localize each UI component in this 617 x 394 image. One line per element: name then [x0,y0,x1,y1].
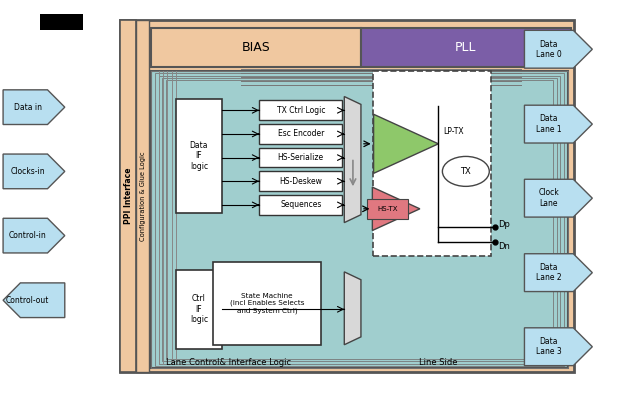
Text: BIAS: BIAS [242,41,270,54]
Text: Configuration & Glue Logic: Configuration & Glue Logic [139,151,146,241]
Bar [151,71,568,368]
Text: Data
Lane 3: Data Lane 3 [536,337,561,357]
Bar [361,28,571,67]
Text: HS-Deskew: HS-Deskew [280,177,322,186]
Bar [259,171,342,191]
Polygon shape [3,154,65,189]
Text: Data
Lane 2: Data Lane 2 [536,263,561,282]
Text: TX Ctrl Logic: TX Ctrl Logic [276,106,325,115]
Polygon shape [3,218,65,253]
Bar [373,71,491,256]
Polygon shape [524,254,592,292]
Text: Sequences: Sequences [280,201,321,209]
Text: Line Side: Line Side [419,358,457,367]
Bar [166,80,553,359]
Bar [136,20,149,372]
Circle shape [442,156,489,186]
Polygon shape [524,30,592,68]
Bar [213,262,321,345]
Text: Ctrl
IF
logic: Ctrl IF logic [190,294,208,324]
Text: Lane Control& Interface Logic: Lane Control& Interface Logic [166,358,291,367]
Polygon shape [344,272,361,345]
Text: Data
IF
logic: Data IF logic [190,141,208,171]
Text: State Machine
(incl Enables Selects
and System Ctrl): State Machine (incl Enables Selects and … [230,293,304,314]
Text: Esc Encoder: Esc Encoder [278,130,324,138]
Bar [259,124,342,144]
Bar [159,76,560,364]
Text: Dp: Dp [498,220,510,229]
Bar [40,14,83,30]
Polygon shape [3,90,65,125]
Text: LP-TX: LP-TX [443,128,463,136]
Text: Clocks-in: Clocks-in [10,167,45,176]
Bar [259,195,342,215]
Bar [259,100,342,120]
Bar [367,199,408,219]
Polygon shape [373,187,420,230]
Text: PLL: PLL [455,41,476,54]
Text: TX: TX [460,167,471,176]
Polygon shape [3,283,65,318]
Polygon shape [344,97,361,223]
Text: Dn: Dn [498,242,510,251]
Bar [176,98,222,213]
Text: Control-in: Control-in [9,231,47,240]
Text: HS-TX: HS-TX [378,206,398,212]
Text: Data
Lane 1: Data Lane 1 [536,114,561,134]
Bar [120,20,574,372]
Text: Data in: Data in [14,103,42,112]
Polygon shape [524,179,592,217]
Bar [120,20,136,372]
Text: Data
Lane 0: Data Lane 0 [536,39,561,59]
Text: HS-Serialize: HS-Serialize [278,153,324,162]
Bar [155,73,564,366]
Polygon shape [524,105,592,143]
Bar [151,28,361,67]
Text: PPI Interface: PPI Interface [123,168,133,224]
Bar [162,78,557,361]
Text: Clock
Lane: Clock Lane [539,188,559,208]
Bar [151,71,568,368]
Polygon shape [373,114,438,173]
Polygon shape [524,328,592,366]
Text: Control-out: Control-out [6,296,49,305]
Bar [176,270,222,349]
Bar [259,148,342,167]
